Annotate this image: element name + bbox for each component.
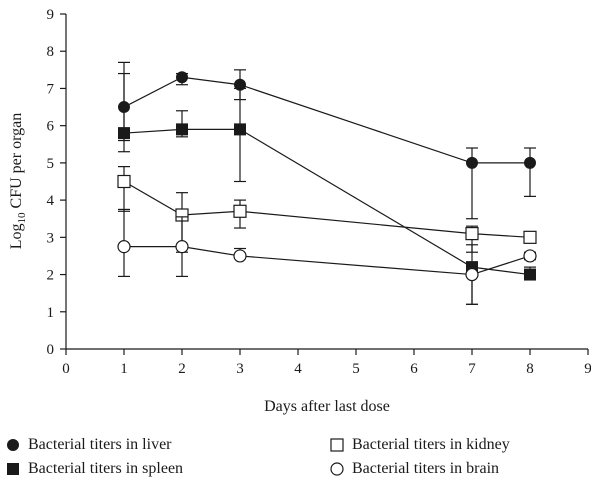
x-tick-label: 2: [178, 361, 186, 377]
data-point-brain: [233, 249, 247, 263]
x-axis: 0 1 2 3 4 5 6 7 8 9: [62, 348, 591, 377]
legend: Bacterial titers in liver Bacterial tite…: [0, 428, 591, 484]
y-tick-label: 8: [47, 44, 55, 60]
legend-label-brain: Bacterial titers in brain: [352, 460, 500, 477]
filled-square-marker-icon: [7, 463, 19, 475]
data-point-brain: [523, 249, 537, 263]
x-ticks: 0 1 2 3 4 5 6 7 8 9: [62, 349, 591, 377]
data-point-brain: [117, 240, 131, 254]
y-ticks: 0 1 2 3 4 5 6 7 8 9: [47, 7, 66, 358]
x-tick-label: 0: [62, 361, 70, 377]
series-spleen: [118, 72, 536, 305]
y-tick-label: 6: [47, 119, 55, 135]
x-tick-label: 4: [294, 361, 302, 377]
y-tick-label: 9: [47, 7, 55, 23]
y-tick-label: 3: [47, 230, 55, 246]
filled-circle-marker-icon: [7, 439, 19, 451]
legend-label-spleen: Bacterial titers in spleen: [28, 460, 184, 477]
open-circle-marker-icon: [330, 462, 344, 476]
open-square-marker-icon: [330, 438, 344, 452]
data-point-spleen: [176, 123, 188, 136]
data-point-spleen: [118, 127, 130, 140]
x-tick-label: 3: [236, 361, 244, 377]
y-axis-title: Log10 CFU per organ: [8, 113, 28, 249]
data-point-kidney: [465, 227, 479, 241]
series-brain: [117, 208, 537, 305]
x-tick-label: 8: [526, 361, 534, 377]
data-point-spleen: [234, 123, 246, 136]
y-axis: 0 1 2 3 4 5 6 7 8 9: [47, 7, 67, 358]
y-tick-label: 2: [47, 268, 55, 284]
x-tick-label: 5: [352, 361, 360, 377]
y-tick-label: 7: [47, 81, 55, 97]
legend-label-kidney: Bacterial titers in kidney: [352, 436, 510, 453]
y-tick-label: 4: [47, 193, 55, 209]
y-tick-label: 0: [47, 342, 55, 358]
x-tick-label: 9: [584, 361, 591, 377]
y-tick-label: 5: [47, 156, 55, 172]
y-tick-label: 1: [47, 305, 55, 321]
x-tick-label: 7: [468, 361, 476, 377]
y-axis-title-main: Log: [8, 223, 25, 249]
data-point-spleen: [524, 268, 536, 281]
y-axis-title-rest: CFU per organ: [8, 113, 25, 213]
chart-canvas: 0 1 2 3 4 5 6 7 8 9 0 1 2 3 4 5 6 7 8 9 Days after last do…: [8, 7, 591, 415]
data-point-liver: [466, 156, 478, 169]
data-point-kidney: [523, 230, 537, 244]
series-line-liver: [123, 76, 530, 164]
legend-item-kidney: Bacterial titers in kidney: [330, 436, 510, 454]
data-point-liver: [524, 156, 536, 169]
data-point-brain: [465, 267, 479, 282]
x-tick-label: 1: [120, 361, 128, 377]
data-point-kidney: [117, 174, 131, 189]
data-point-liver: [234, 78, 246, 91]
plot-area: [117, 61, 537, 305]
series-kidney: [117, 166, 537, 253]
series-liver: [118, 61, 536, 220]
legend-item-liver: Bacterial titers in liver: [6, 436, 172, 454]
legend-label-liver: Bacterial titers in liver: [28, 436, 172, 453]
legend-item-spleen: Bacterial titers in spleen: [6, 460, 183, 478]
legend-item-brain: Bacterial titers in brain: [330, 460, 499, 478]
x-tick-label: 6: [410, 361, 418, 377]
x-axis-title: Days after last dose: [264, 398, 390, 415]
data-point-kidney: [233, 204, 247, 218]
data-point-liver: [176, 71, 188, 84]
y-axis-title-subscript: 10: [16, 212, 28, 224]
data-point-brain: [175, 240, 189, 254]
